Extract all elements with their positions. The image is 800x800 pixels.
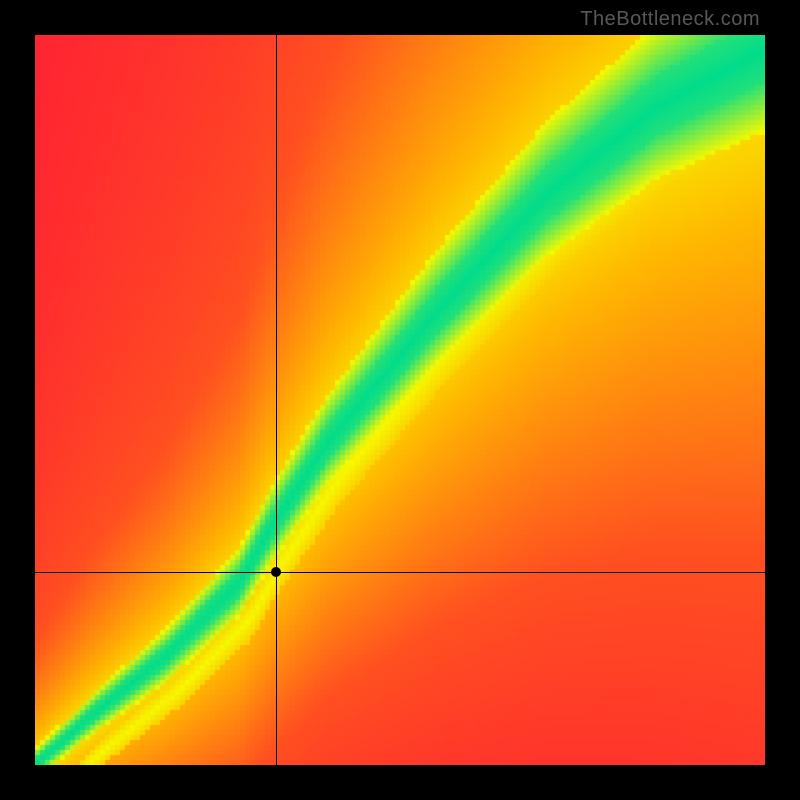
plot-area (35, 35, 765, 765)
marker-point (271, 567, 281, 577)
crosshair-horizontal (35, 572, 765, 573)
watermark-text: TheBottleneck.com (580, 8, 760, 31)
crosshair-vertical (276, 35, 277, 765)
heatmap-canvas (35, 35, 765, 765)
